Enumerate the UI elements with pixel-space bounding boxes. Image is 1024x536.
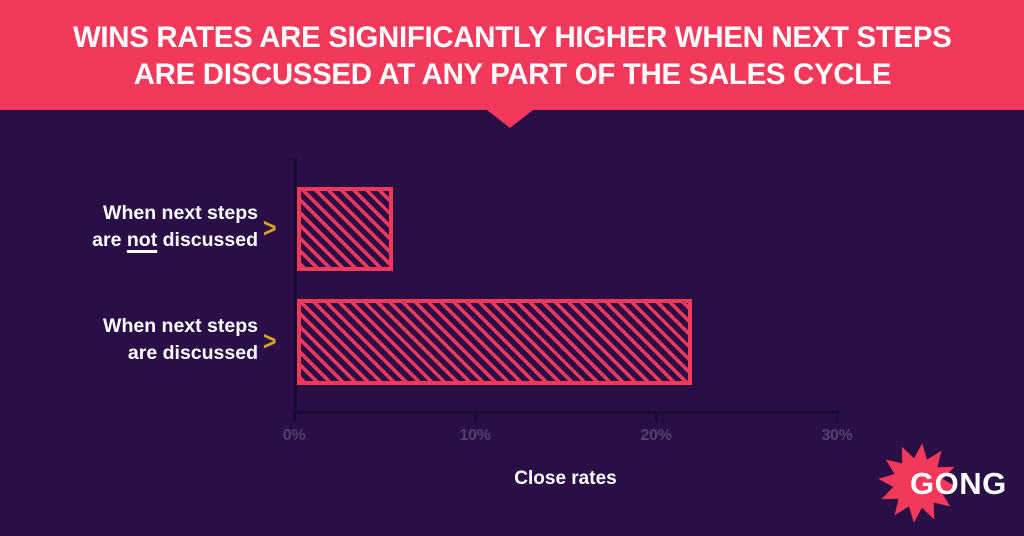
bar-not-discussed — [297, 187, 393, 271]
header-banner: WINS RATES ARE SIGNIFICANTLY HIGHER WHEN… — [0, 0, 1024, 128]
banner-notch-pointer — [487, 110, 533, 128]
bar-discussed — [297, 299, 692, 385]
page-title-line-1: WINS RATES ARE SIGNIFICANTLY HIGHER WHEN… — [72, 21, 952, 54]
starburst-icon — [878, 443, 958, 523]
label-text: discussed — [157, 229, 258, 251]
x-tick-label: 10% — [459, 427, 491, 444]
gong-logo-graphic: GONG — [878, 443, 1007, 523]
category-label-line: When next steps — [103, 315, 258, 337]
x-tick-mark — [655, 411, 658, 422]
label-text-underlined: not — [126, 229, 158, 251]
x-axis-ticks: 0% 10% 20% 30% — [283, 411, 853, 461]
label-text: are — [92, 229, 127, 251]
page-title-line-2: ARE DISCUSSED AT ANY PART OF THE SALES C… — [133, 58, 891, 91]
x-tick-label: 20% — [640, 427, 672, 444]
chevron-right-icon: > — [263, 212, 277, 243]
x-tick-label: 0% — [282, 427, 306, 444]
gong-logo-text: GONG — [910, 466, 1007, 501]
category-label-discussed: When next steps are discussed — [0, 313, 258, 367]
category-label-line: are discussed — [127, 342, 258, 364]
category-label-not-discussed: When next steps are not discussed — [0, 200, 258, 254]
x-tick-mark — [836, 411, 839, 422]
chevron-right-icon: > — [263, 325, 277, 356]
x-tick-mark — [293, 411, 296, 422]
plot-area — [297, 0, 838, 536]
y-axis-line — [294, 158, 297, 414]
category-label-line: are not discussed — [0, 227, 258, 254]
x-axis-title: Close rates — [514, 468, 617, 489]
x-tick-label: 30% — [821, 427, 853, 444]
x-tick-mark — [474, 411, 477, 422]
gong-logo: GONG — [858, 426, 1018, 532]
category-label-line: When next steps — [103, 202, 258, 224]
x-axis-line — [294, 411, 837, 414]
